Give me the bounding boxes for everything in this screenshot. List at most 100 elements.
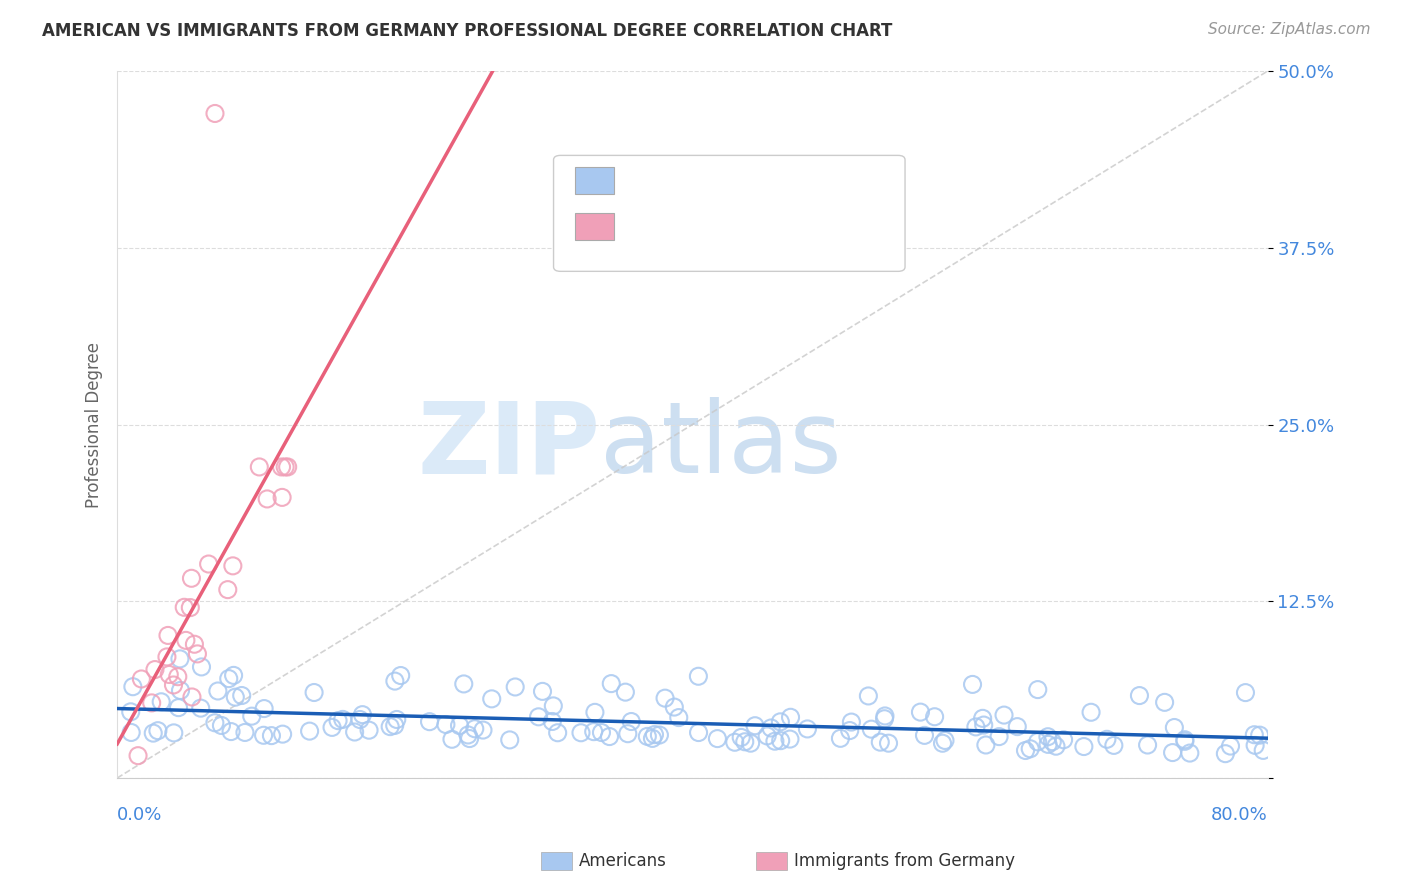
Point <box>183 637 205 651</box>
Point <box>965 720 987 734</box>
Point <box>252 728 274 742</box>
Point <box>174 633 197 648</box>
Text: R =: R = <box>627 170 665 188</box>
Point <box>274 459 297 474</box>
Point <box>934 733 956 747</box>
Point <box>120 705 142 719</box>
Text: 0.843: 0.843 <box>669 218 733 235</box>
Point <box>352 707 374 722</box>
Point <box>730 731 752 745</box>
Point <box>688 669 710 683</box>
Point <box>688 725 710 739</box>
Point <box>302 685 325 699</box>
Point <box>924 710 946 724</box>
Point <box>141 696 163 710</box>
Point <box>654 691 676 706</box>
Point <box>434 717 457 731</box>
Point <box>962 677 984 691</box>
Point <box>197 557 219 571</box>
Point <box>1163 721 1185 735</box>
Point <box>143 663 166 677</box>
Point <box>1153 695 1175 709</box>
Point <box>527 710 550 724</box>
Point <box>972 711 994 725</box>
Point <box>173 600 195 615</box>
Point <box>218 672 240 686</box>
Point <box>449 718 471 732</box>
Point <box>343 725 366 739</box>
Point <box>233 725 256 739</box>
Point <box>253 701 276 715</box>
Point <box>664 700 686 714</box>
Point <box>472 723 495 737</box>
Point <box>120 725 142 739</box>
Point <box>231 689 253 703</box>
Point <box>1174 734 1197 748</box>
Text: Americans: Americans <box>579 852 668 870</box>
Text: 0.0%: 0.0% <box>117 806 163 824</box>
Point <box>1045 739 1067 754</box>
Text: 139: 139 <box>785 170 821 188</box>
Point <box>617 727 640 741</box>
Point <box>1036 738 1059 752</box>
Point <box>993 708 1015 723</box>
Point <box>759 721 782 735</box>
Point <box>222 668 245 682</box>
Point <box>583 706 606 720</box>
Point <box>219 724 242 739</box>
Point <box>931 736 953 750</box>
Point <box>384 674 406 689</box>
Point <box>779 732 801 747</box>
Point <box>457 728 479 742</box>
Point <box>1026 735 1049 749</box>
Point <box>166 670 188 684</box>
Point <box>256 491 278 506</box>
Point <box>503 680 526 694</box>
Point <box>569 725 592 739</box>
Point <box>131 672 153 686</box>
Point <box>418 714 440 729</box>
Point <box>769 714 792 729</box>
Point <box>157 667 180 681</box>
Point <box>142 726 165 740</box>
Point <box>873 709 896 723</box>
Point <box>156 628 179 642</box>
Point <box>838 723 860 738</box>
Point <box>1161 746 1184 760</box>
Point <box>204 106 226 120</box>
Point <box>641 731 664 746</box>
Point <box>217 582 239 597</box>
Point <box>974 738 997 752</box>
Point <box>582 724 605 739</box>
Point <box>547 725 569 739</box>
Point <box>744 719 766 733</box>
Point <box>224 690 246 705</box>
Point <box>1040 734 1063 748</box>
Point <box>600 676 623 690</box>
Point <box>1095 732 1118 747</box>
Point <box>779 710 801 724</box>
Point <box>973 718 995 732</box>
Point <box>763 734 786 748</box>
Point <box>1007 720 1029 734</box>
Point <box>458 731 481 746</box>
Point <box>877 736 900 750</box>
Text: -0.287: -0.287 <box>669 170 734 188</box>
Text: 26: 26 <box>785 218 815 235</box>
Point <box>453 677 475 691</box>
Point <box>668 710 690 724</box>
Point <box>910 705 932 719</box>
Point <box>169 683 191 698</box>
Point <box>167 700 190 714</box>
Point <box>186 647 208 661</box>
Text: R =: R = <box>627 218 665 235</box>
Point <box>620 714 643 729</box>
Point <box>321 720 343 734</box>
Point <box>1036 730 1059 744</box>
Point <box>499 732 522 747</box>
Point <box>1249 728 1271 742</box>
Point <box>277 459 299 474</box>
Point <box>591 725 613 739</box>
Point <box>326 714 349 728</box>
Point <box>724 735 747 749</box>
